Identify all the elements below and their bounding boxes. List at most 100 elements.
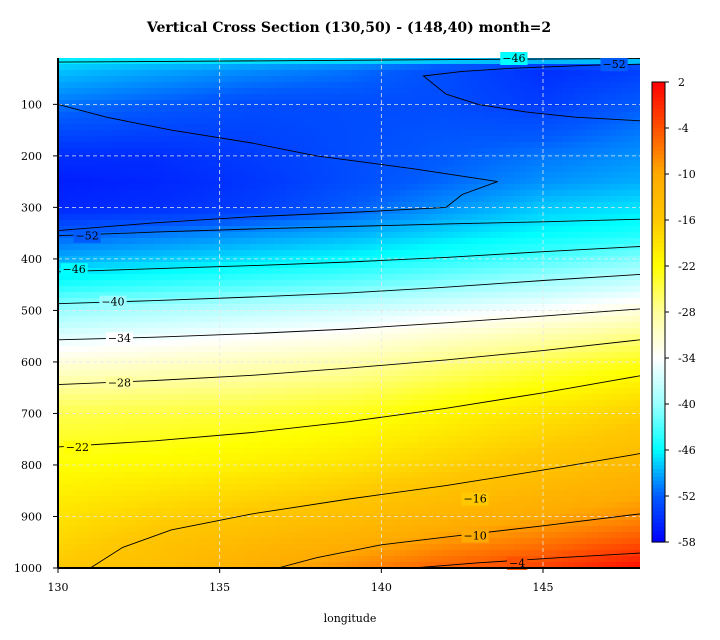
field-cell <box>442 58 449 65</box>
field-cell <box>184 262 191 269</box>
field-cell <box>100 364 107 371</box>
field-cell <box>454 280 461 287</box>
field-cell <box>418 58 425 65</box>
field-cell <box>634 238 640 245</box>
field-cell <box>262 244 269 251</box>
field-cell <box>466 94 473 101</box>
field-cell <box>64 238 71 245</box>
field-cell <box>166 130 173 137</box>
field-cell <box>88 346 95 353</box>
field-cell <box>280 304 287 311</box>
field-cell <box>226 328 233 335</box>
field-cell <box>388 214 395 221</box>
field-cell <box>328 190 335 197</box>
field-cell <box>154 340 161 347</box>
field-cell <box>382 262 389 269</box>
field-cell <box>124 130 131 137</box>
field-cell <box>154 226 161 233</box>
field-cell <box>352 172 359 179</box>
field-cell <box>130 226 137 233</box>
field-cell <box>268 238 275 245</box>
field-cell <box>556 232 563 239</box>
field-cell <box>316 166 323 173</box>
field-cell <box>166 172 173 179</box>
field-cell <box>406 202 413 209</box>
field-cell <box>100 136 107 143</box>
field-cell <box>478 106 485 113</box>
field-cell <box>106 238 113 245</box>
field-cell <box>226 178 233 185</box>
field-cell <box>220 166 227 173</box>
field-cell <box>124 184 131 191</box>
field-cell <box>70 328 77 335</box>
field-cell <box>502 238 509 245</box>
field-cell <box>388 208 395 215</box>
field-cell <box>340 190 347 197</box>
field-cell <box>634 292 640 299</box>
field-cell <box>346 334 353 341</box>
field-cell <box>508 208 515 215</box>
field-cell <box>604 262 611 269</box>
field-cell <box>226 238 233 245</box>
field-cell <box>412 322 419 329</box>
field-cell <box>466 82 473 89</box>
field-cell <box>580 268 587 275</box>
field-cell <box>490 292 497 299</box>
field-cell <box>376 280 383 287</box>
field-cell <box>280 322 287 329</box>
field-cell <box>340 148 347 155</box>
field-cell <box>514 304 521 311</box>
field-cell <box>238 88 245 95</box>
field-cell <box>184 76 191 83</box>
field-cell <box>190 64 197 71</box>
field-cell <box>598 214 605 221</box>
field-cell <box>586 262 593 269</box>
field-cell <box>382 256 389 263</box>
field-cell <box>544 256 551 263</box>
field-cell <box>448 202 455 209</box>
field-cell <box>94 298 101 305</box>
field-cell <box>580 244 587 251</box>
field-cell <box>196 214 203 221</box>
field-cell <box>502 136 509 143</box>
field-cell <box>232 130 239 137</box>
field-cell <box>232 232 239 239</box>
field-cell <box>220 118 227 125</box>
field-cell <box>628 292 635 299</box>
field-cell <box>622 358 629 365</box>
field-cell <box>94 166 101 173</box>
field-cell <box>190 262 197 269</box>
field-cell <box>232 148 239 155</box>
field-cell <box>508 316 515 323</box>
field-cell <box>388 274 395 281</box>
field-cell <box>442 226 449 233</box>
field-cell <box>178 316 185 323</box>
field-cell <box>100 220 107 227</box>
field-cell <box>568 190 575 197</box>
field-cell <box>82 322 89 329</box>
field-cell <box>628 166 635 173</box>
field-cell <box>142 310 149 317</box>
field-cell <box>136 280 143 287</box>
field-cell <box>82 94 89 101</box>
field-cell <box>358 124 365 131</box>
field-cell <box>526 148 533 155</box>
field-cell <box>622 298 629 305</box>
field-cell <box>190 238 197 245</box>
field-cell <box>340 112 347 119</box>
field-cell <box>304 142 311 149</box>
field-cell <box>484 130 491 137</box>
field-cell <box>214 256 221 263</box>
field-cell <box>220 142 227 149</box>
field-cell <box>526 310 533 317</box>
field-cell <box>424 214 431 221</box>
field-cell <box>100 208 107 215</box>
field-cell <box>88 316 95 323</box>
field-cell <box>526 82 533 89</box>
field-cell <box>328 154 335 161</box>
field-cell <box>634 178 640 185</box>
field-cell <box>238 100 245 107</box>
field-cell <box>346 172 353 179</box>
field-cell <box>484 106 491 113</box>
field-cell <box>328 106 335 113</box>
